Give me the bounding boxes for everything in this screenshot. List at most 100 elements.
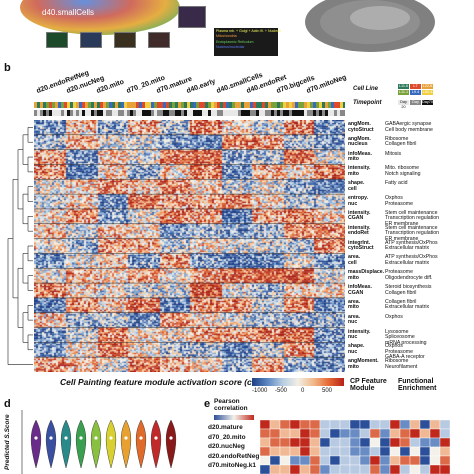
cell-line-strip-cell <box>319 102 322 108</box>
heatmap-caption: Cell Painting feature module activation … <box>60 377 286 387</box>
cell-line-strip-cell <box>115 102 118 108</box>
cell-line-strip-cell <box>145 102 148 108</box>
timepoint-strip-cell <box>61 110 64 116</box>
correlation-cell <box>269 455 281 466</box>
timepoint-strip-cell <box>145 110 148 116</box>
correlation-cell <box>299 455 311 466</box>
timepoint-strip-cell <box>121 110 124 116</box>
timepoint-legend-item: Day 40 <box>410 100 421 109</box>
cell-line-strip-cell <box>70 102 73 108</box>
cell-line-strip-cell <box>295 102 298 108</box>
timepoint-strip-cell <box>253 110 256 116</box>
correlation-cell <box>409 437 421 448</box>
timepoint-strip-cell <box>46 110 49 116</box>
timepoint-strip-cell <box>49 110 52 116</box>
correlation-cell <box>429 464 441 474</box>
cell-line-strip-cell <box>280 102 283 108</box>
timepoint-strip-cell <box>130 110 133 116</box>
violin-median <box>169 436 173 440</box>
timepoint-strip-cell <box>181 110 184 116</box>
cp-feature-module-label: intensity. mito <box>348 165 371 177</box>
correlation-cell <box>409 420 421 430</box>
timepoint-strip-cell <box>136 110 139 116</box>
cell-line-strip-cell <box>232 102 235 108</box>
correlation-cell <box>429 428 441 439</box>
correlation-cell <box>389 446 401 457</box>
timepoint-strip-cell <box>325 110 328 116</box>
cell-line-strip-cell <box>118 102 121 108</box>
cell-line-strip-cell <box>331 102 334 108</box>
cp-feature-module-label: intensity. endoRet <box>348 224 371 237</box>
cell-line-strip-cell <box>172 102 175 108</box>
violin <box>90 419 102 469</box>
timepoint-legend-item: Day 20 <box>398 100 409 109</box>
correlation-cell <box>349 420 361 430</box>
cell-line-strip-cell <box>211 102 214 108</box>
functional-enrichment-label: Mito. ribosome Notch signaling <box>385 165 421 177</box>
timepoint-strip-cell <box>295 110 298 116</box>
cp-feature-module-label: intensity. nuc <box>348 328 371 341</box>
timepoint-strip-cell <box>307 110 310 116</box>
functional-enrichment-label: ATP synthesis/OxPhos Extracellular matri… <box>385 254 438 266</box>
micrograph-thumb-2 <box>80 32 102 48</box>
cell-line-legend-item: L11.1 <box>398 90 409 95</box>
correlation-cell <box>269 446 281 457</box>
cell-line-strip-cell <box>271 102 274 108</box>
cp-feature-module-label: entropy. nuc <box>348 195 369 207</box>
stain-legend-item: Plasma mb. + Golgi + Actin fil. + Nucleo… <box>216 29 281 33</box>
cell-line-strip-cell <box>217 102 220 108</box>
correlation-row-label: d20.nucNeg <box>208 443 245 450</box>
functional-enrichment-label: Stem cell maintenance Transcription regu… <box>385 224 440 242</box>
panel-d-ylabel: Predicted S.Score <box>4 414 11 470</box>
correlation-cell <box>369 464 381 474</box>
correlation-cell <box>260 420 271 430</box>
violin <box>30 419 42 469</box>
timepoint-strip-cell <box>277 110 280 116</box>
correlation-cell <box>319 428 331 439</box>
cell-line-strip-cell <box>64 102 67 108</box>
cell-line-strip-cell <box>262 102 265 108</box>
timepoint-strip-cell <box>211 110 214 116</box>
timepoint-strip-cell <box>217 110 220 116</box>
correlation-cell <box>399 455 411 466</box>
timepoint-strip-cell <box>97 110 100 116</box>
timepoint-strip-cell <box>58 110 61 116</box>
correlation-cell <box>339 455 351 466</box>
cell-line-strip-cell <box>124 102 127 108</box>
timepoint-strip-cell <box>292 110 295 116</box>
timepoint-strip-cell <box>238 110 241 116</box>
module-separators <box>34 134 345 358</box>
correlation-cell <box>319 437 331 448</box>
cell-line-strip-cell <box>298 102 301 108</box>
correlation-cell <box>379 428 391 439</box>
correlation-cell <box>359 437 371 448</box>
timepoint-strip-cell <box>202 110 205 116</box>
cp-feature-module-label: area. cell <box>348 254 361 266</box>
timepoint-strip-cell <box>73 110 76 116</box>
correlation-cell <box>399 437 411 448</box>
cp-feature-module-label: integrInt. cytoStruct <box>348 239 374 252</box>
correlation-cell <box>419 446 431 457</box>
correlation-cell <box>289 455 301 466</box>
micrograph-thumb-5 <box>178 6 206 28</box>
timepoint-strip-cell <box>133 110 136 116</box>
correlation-cell <box>419 464 431 474</box>
cell-line-strip-cell <box>196 102 199 108</box>
timepoint-strip-cell <box>208 110 211 116</box>
correlation-cell <box>389 455 401 466</box>
correlation-cell <box>269 428 281 439</box>
cell-line-strip-cell <box>157 102 160 108</box>
correlation-cell <box>299 464 311 474</box>
timepoint-strip-cell <box>328 110 331 116</box>
timepoint-strip-cell <box>175 110 178 116</box>
colorbar-tick: 500 <box>322 388 333 394</box>
correlation-cell <box>289 420 301 430</box>
timepoint-strip-cell <box>40 110 43 116</box>
cell-line-strip-cell <box>175 102 178 108</box>
correlation-cell <box>389 428 401 439</box>
correlation-cell <box>329 455 341 466</box>
cell-line-strip-cell <box>241 102 244 108</box>
timepoint-strip-cell <box>229 110 232 116</box>
correlation-cell <box>379 464 391 474</box>
functional-enrichment-title: Functional Enrichment <box>398 378 437 392</box>
